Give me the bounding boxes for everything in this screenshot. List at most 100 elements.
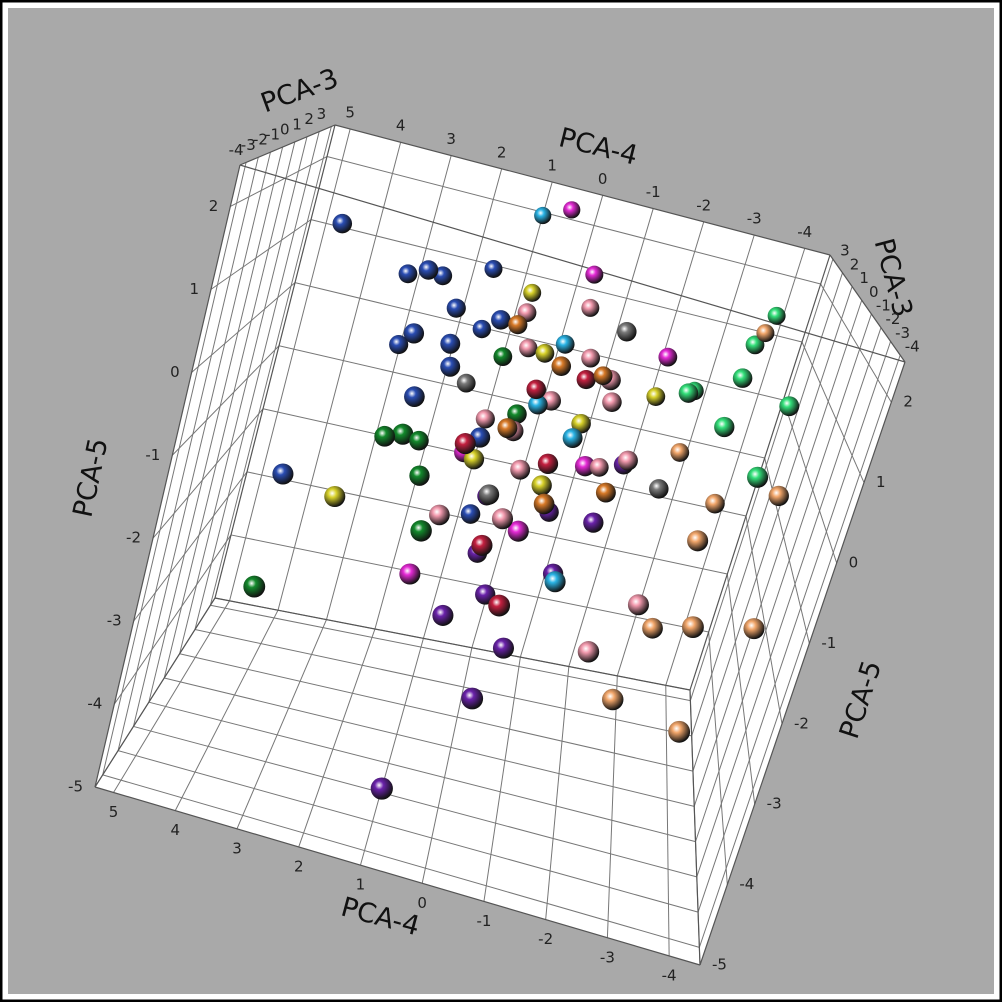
tick-label: -1 [876, 296, 891, 314]
grid-line [697, 341, 892, 913]
tick-label: 0 [849, 554, 859, 572]
grid-line [209, 126, 332, 606]
tick-label: -2 [794, 714, 809, 732]
grid-line [471, 195, 604, 648]
tick-label: -3 [600, 948, 615, 966]
grid-line [698, 354, 901, 948]
box-edge [214, 597, 691, 691]
data-point [491, 508, 514, 530]
grid-line [179, 653, 694, 772]
data-point [324, 485, 346, 508]
grid-line [278, 345, 765, 459]
data-point [687, 530, 709, 552]
data-point [595, 482, 616, 503]
tick-label: 2 [209, 197, 219, 215]
grid-line [194, 629, 692, 737]
grid-line [310, 219, 803, 343]
grid-line [117, 157, 259, 751]
tick-label: -3 [895, 324, 910, 342]
data-point [461, 687, 484, 710]
box-edge [214, 124, 336, 599]
tick-label: -1 [646, 183, 661, 201]
tick-label: -4 [87, 695, 102, 713]
tick-label: -1 [476, 912, 491, 930]
tick-label: -2 [253, 131, 268, 149]
data-point [743, 618, 765, 640]
box-edge [239, 164, 906, 363]
data-point [642, 617, 663, 639]
data-point [533, 493, 555, 515]
data-point [551, 356, 572, 376]
data-point [617, 450, 638, 471]
tick-label: 0 [280, 120, 290, 138]
tick-label: 1 [356, 876, 366, 894]
data-point [585, 265, 604, 284]
grid-line [133, 725, 697, 878]
data-point [409, 465, 430, 486]
tick-label: 5 [345, 103, 355, 121]
data-point [627, 594, 649, 616]
data-point [555, 334, 575, 354]
tick-label: -2 [538, 930, 553, 948]
data-point [534, 206, 552, 225]
data-point [409, 430, 429, 451]
data-point [593, 366, 613, 386]
data-point [389, 335, 409, 355]
data-point [602, 688, 624, 711]
data-point [602, 392, 622, 412]
data-point [519, 338, 538, 358]
grid-line [229, 128, 351, 601]
grid-line [691, 272, 843, 736]
tick-label: 1 [876, 473, 886, 491]
tick-label: 3 [446, 130, 456, 148]
tick-label: -1 [145, 446, 160, 464]
box-edge [829, 254, 906, 363]
data-point [767, 306, 786, 325]
data-point [756, 324, 775, 343]
tick-label: -1 [265, 126, 280, 144]
tick-label: 0 [598, 170, 608, 188]
tick-label: -4 [905, 338, 920, 356]
data-point [471, 534, 493, 556]
box-edge [94, 597, 216, 788]
data-point [374, 425, 396, 447]
grid-line [164, 677, 695, 807]
tick-label: 0 [417, 894, 427, 912]
data-point [571, 413, 591, 434]
data-point [646, 387, 666, 407]
data-point [493, 347, 513, 367]
grid-line [230, 534, 709, 633]
tick-label: -2 [126, 529, 141, 547]
grid-line [246, 471, 728, 575]
data-point [531, 475, 552, 496]
data-point [779, 396, 800, 417]
box-edge [94, 786, 701, 966]
grid-line [179, 136, 308, 654]
data-point [370, 777, 393, 800]
grid-line [148, 146, 284, 703]
data-point [528, 394, 548, 415]
data-point [537, 453, 559, 474]
tick-label: -4 [229, 141, 244, 159]
tick-label: 2 [497, 143, 507, 161]
tick-label: 2 [850, 255, 860, 273]
floor [95, 598, 700, 965]
data-point [649, 479, 669, 499]
grid-line [210, 604, 691, 702]
box-edge [334, 124, 831, 256]
data-point [507, 404, 527, 424]
data-point [446, 298, 466, 318]
grid-line [194, 131, 320, 630]
data-point [332, 213, 353, 234]
tick-label: -2 [696, 196, 711, 214]
data-point [508, 315, 528, 335]
tick-label: -3 [767, 795, 782, 813]
tick-label: 1 [859, 269, 869, 287]
grid-line [277, 142, 402, 611]
tick-label: 1 [292, 115, 302, 133]
grid-line [696, 327, 882, 878]
data-point [410, 520, 432, 542]
data-point [678, 383, 699, 403]
grid-line [692, 286, 853, 772]
tick-label: 2 [294, 857, 304, 875]
